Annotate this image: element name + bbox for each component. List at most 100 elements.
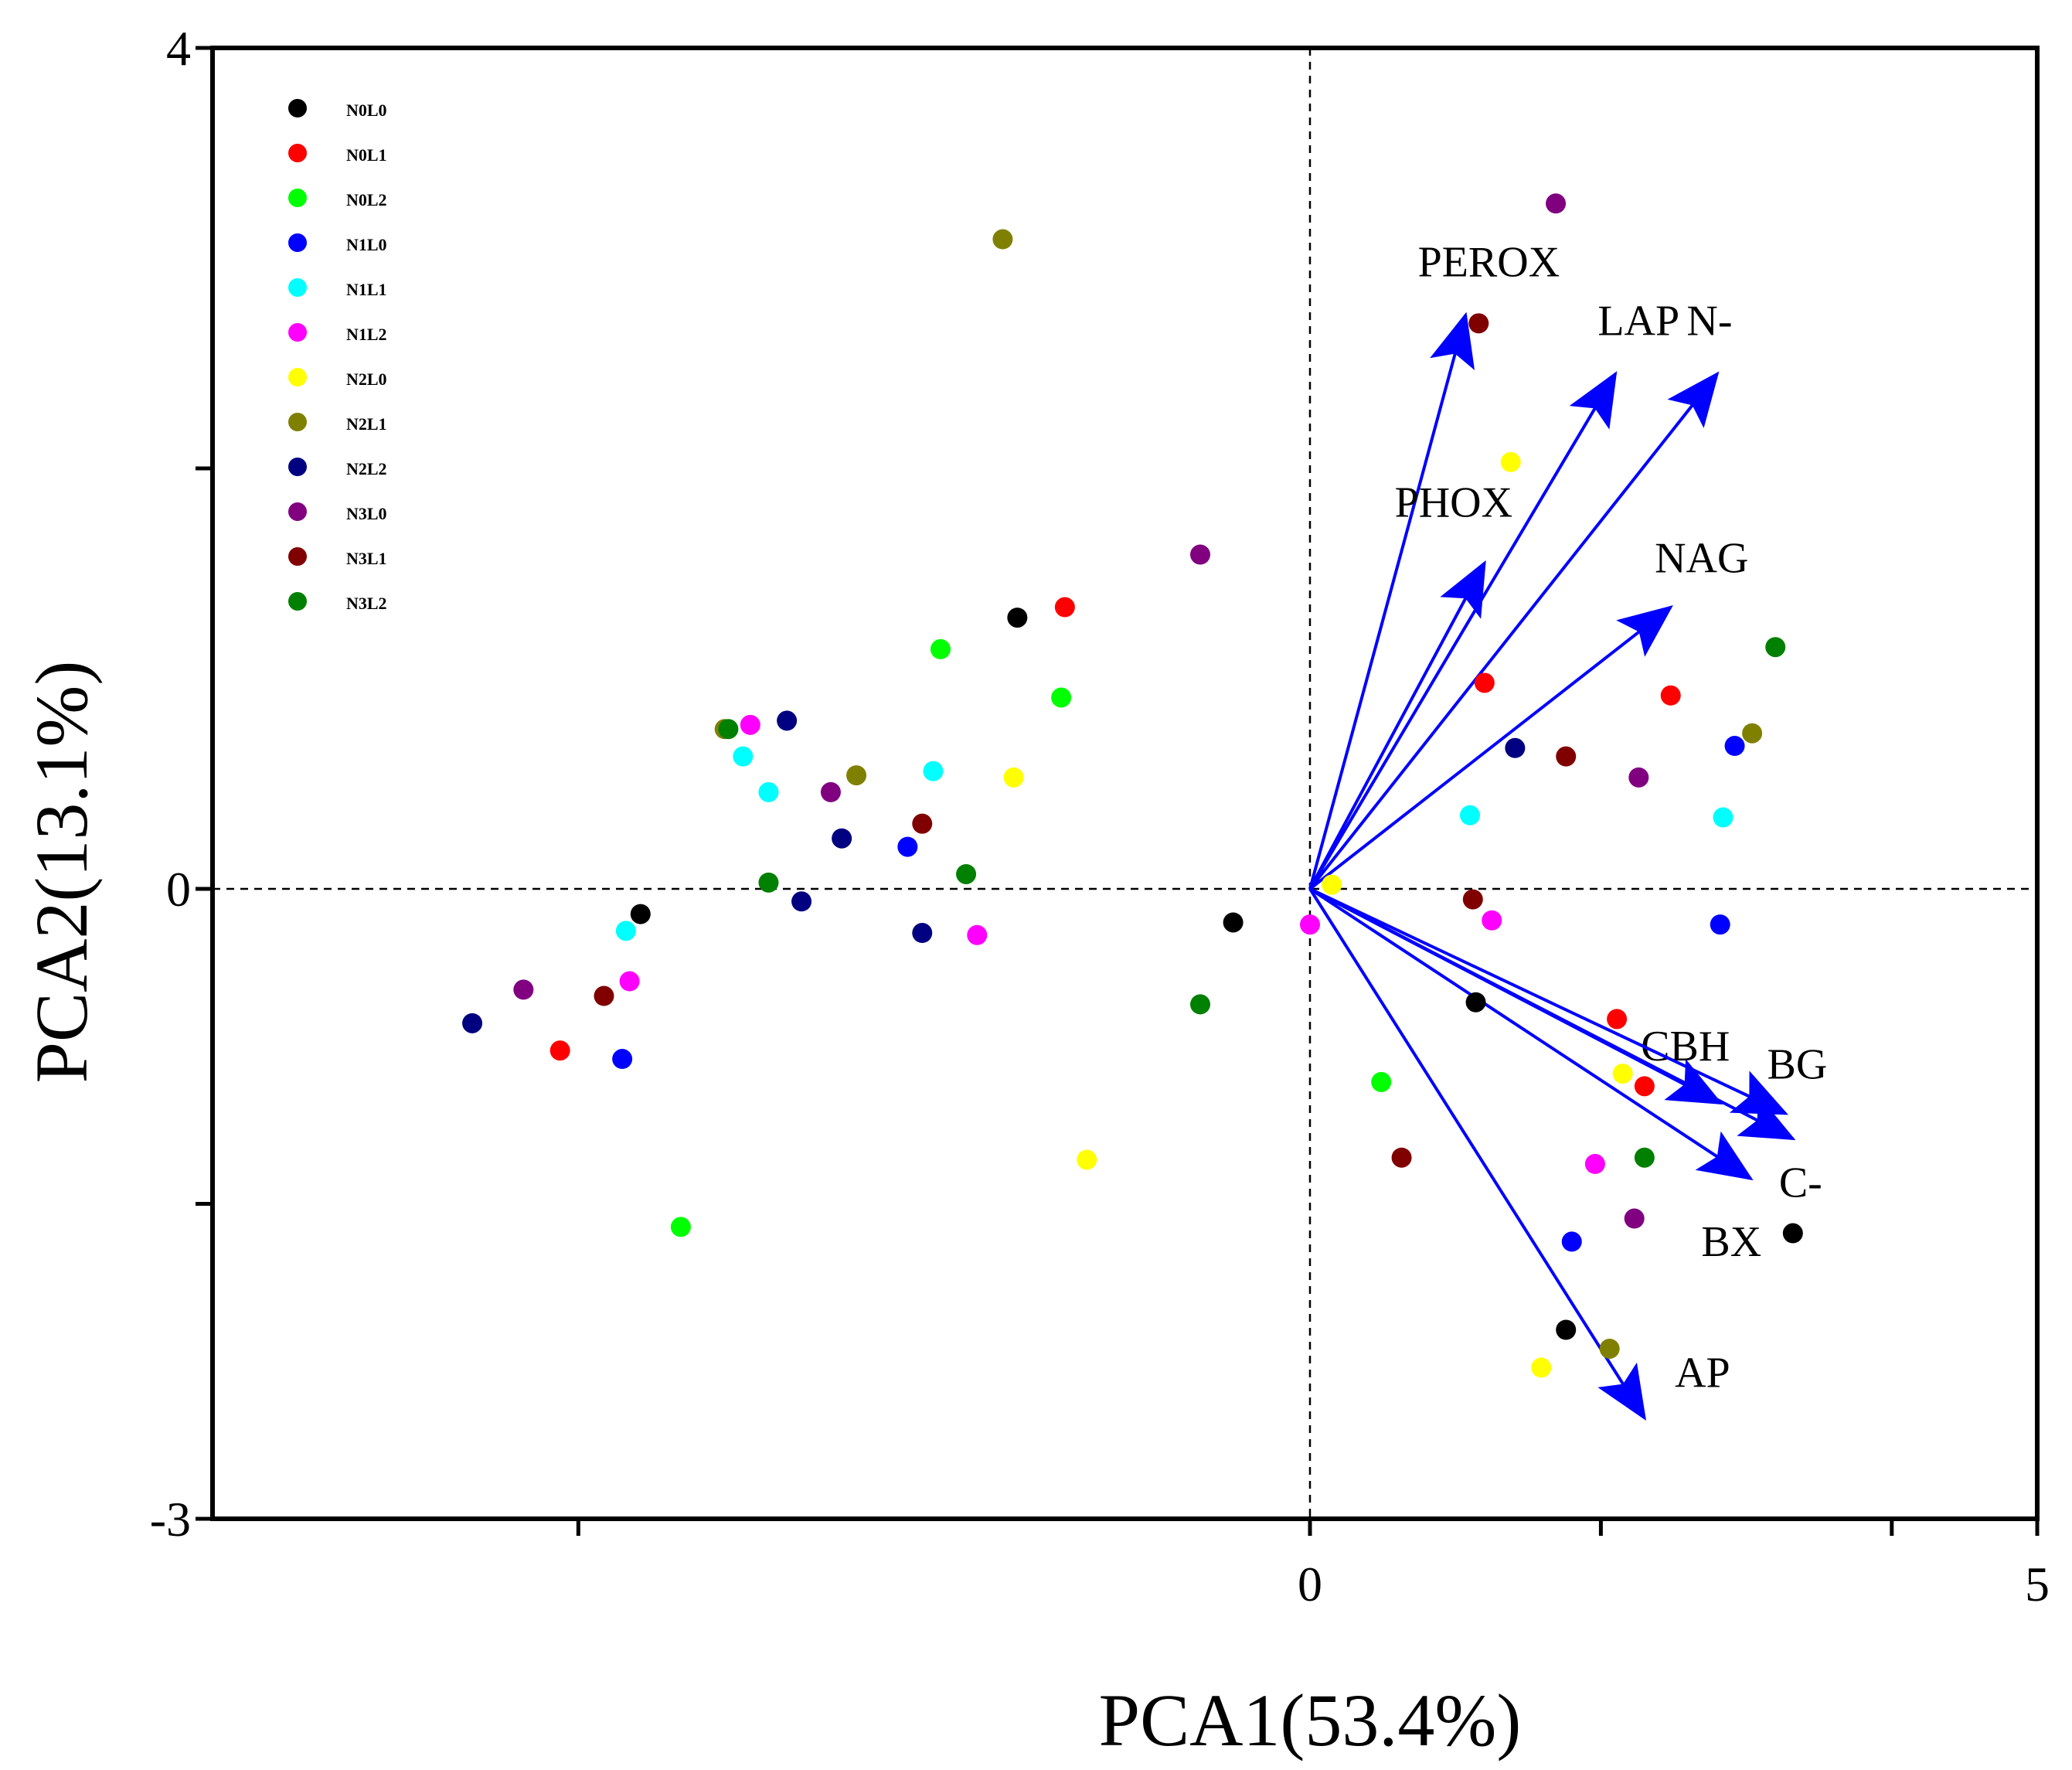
axis-ticks: 0 5 -3 0 4 bbox=[150, 21, 2050, 1612]
point-n2l0 bbox=[1531, 1357, 1552, 1378]
vector-arrow-nminus bbox=[1308, 371, 1720, 890]
point-n3l0 bbox=[1628, 767, 1649, 788]
point-n0l2 bbox=[1051, 687, 1072, 708]
y-tick-label: -3 bbox=[150, 1492, 191, 1547]
point-n1l1 bbox=[1460, 805, 1481, 825]
y-tick-label: 4 bbox=[166, 21, 191, 76]
vector-arrow-cminus bbox=[1309, 887, 1796, 1141]
point-n3l1 bbox=[1391, 1147, 1412, 1168]
legend-label-n0l0: N0L0 bbox=[346, 100, 387, 120]
x-tick-label: 5 bbox=[2025, 1557, 2050, 1612]
point-n1l0 bbox=[897, 836, 918, 857]
point-n0l1 bbox=[1660, 685, 1681, 706]
point-n3l2 bbox=[1765, 637, 1786, 658]
point-n0l0 bbox=[1007, 608, 1028, 628]
legend-marker-n3l0 bbox=[288, 502, 307, 521]
x-tick-label: 0 bbox=[1298, 1557, 1322, 1612]
vector-label-bg: BG bbox=[1767, 1041, 1828, 1089]
legend-marker-n2l1 bbox=[288, 413, 307, 431]
point-n3l2 bbox=[1634, 1147, 1655, 1168]
point-n3l1 bbox=[1556, 746, 1577, 767]
point-n1l0 bbox=[1724, 736, 1745, 757]
point-n2l0 bbox=[1003, 767, 1024, 788]
vector-arrow-ap bbox=[1308, 887, 1646, 1421]
point-n2l2 bbox=[462, 1013, 483, 1033]
legend-marker-n2l0 bbox=[288, 368, 307, 386]
point-n2l0 bbox=[1322, 874, 1342, 895]
point-n0l1 bbox=[1634, 1076, 1655, 1097]
point-n2l2 bbox=[777, 710, 798, 731]
point-n3l2 bbox=[1190, 994, 1210, 1015]
vector-arrow-nag bbox=[1308, 605, 1673, 890]
point-n3l0 bbox=[1624, 1208, 1645, 1229]
vector-label-cminus: C- bbox=[1779, 1159, 1822, 1207]
point-n0l1 bbox=[549, 1040, 570, 1061]
point-n2l2 bbox=[912, 923, 933, 944]
point-n0l0 bbox=[1556, 1319, 1577, 1340]
legend: N0L0 N0L1 N0L2 N1L0 N1L1 N1L2 N2L0 N2L1 N2L2 N3L0… bbox=[288, 99, 387, 613]
point-n1l1 bbox=[1713, 807, 1733, 828]
vector-label-bx: BX bbox=[1701, 1218, 1761, 1266]
vector-arrow-lap bbox=[1308, 371, 1618, 890]
plot-border bbox=[210, 46, 2040, 1521]
vector-arrow-bx bbox=[1308, 887, 1754, 1181]
legend-label-n1l0: N1L0 bbox=[346, 235, 387, 254]
legend-label-n1l1: N1L1 bbox=[346, 280, 387, 299]
point-n0l2 bbox=[670, 1217, 691, 1237]
legend-label-n2l2: N2L2 bbox=[346, 459, 387, 478]
point-n1l0 bbox=[612, 1049, 633, 1070]
point-n2l2 bbox=[791, 891, 812, 912]
point-n0l0 bbox=[1465, 992, 1486, 1013]
point-n1l0 bbox=[1561, 1231, 1582, 1252]
point-n3l0 bbox=[1546, 193, 1567, 214]
vector-label-nminus: N- bbox=[1686, 298, 1732, 345]
legend-marker-n0l2 bbox=[288, 189, 307, 207]
point-n0l0 bbox=[1223, 912, 1244, 933]
point-n1l1 bbox=[615, 921, 636, 941]
vector-label-lap: LAP bbox=[1597, 298, 1679, 345]
point-n3l2 bbox=[758, 872, 779, 893]
legend-marker-n1l2 bbox=[288, 323, 307, 342]
point-n1l2 bbox=[967, 924, 988, 945]
legend-marker-n2l2 bbox=[288, 458, 307, 476]
point-n1l2 bbox=[619, 971, 640, 992]
point-n0l0 bbox=[630, 904, 651, 924]
legend-label-n3l1: N3L1 bbox=[346, 549, 387, 568]
point-n1l2 bbox=[1482, 910, 1502, 931]
point-n3l2 bbox=[718, 719, 739, 740]
legend-label-n3l0: N3L0 bbox=[346, 504, 387, 523]
legend-label-n3l2: N3L2 bbox=[346, 594, 387, 613]
point-n0l2 bbox=[930, 638, 951, 659]
plot-frame bbox=[210, 46, 2040, 1521]
point-n2l0 bbox=[1500, 451, 1521, 472]
point-n0l1 bbox=[1054, 597, 1075, 618]
y-axis-title: PCA2(13.1%) bbox=[20, 661, 103, 1084]
vector-arrow-perox bbox=[1308, 311, 1475, 890]
vector-label-nag: NAG bbox=[1655, 535, 1748, 583]
legend-label-n1l2: N1L2 bbox=[346, 325, 387, 344]
score-points bbox=[462, 193, 1803, 1378]
vector-arrow-phox bbox=[1308, 560, 1486, 890]
point-n2l2 bbox=[832, 828, 852, 849]
legend-label-n0l1: N0L1 bbox=[346, 145, 387, 165]
legend-label-n2l1: N2L1 bbox=[346, 414, 387, 434]
point-n3l0 bbox=[513, 979, 534, 1000]
point-n3l1 bbox=[594, 985, 614, 1006]
point-n2l0 bbox=[1612, 1064, 1633, 1084]
point-n0l2 bbox=[1371, 1071, 1392, 1092]
loading-vectors: PEROX LAP N- PHOX NAG CBH BG C- BX AP bbox=[1308, 238, 1828, 1421]
point-n1l1 bbox=[923, 761, 944, 781]
point-n3l1 bbox=[1468, 313, 1489, 334]
legend-marker-n1l1 bbox=[288, 278, 307, 297]
reference-lines bbox=[213, 48, 2037, 1519]
legend-marker-n3l1 bbox=[288, 547, 307, 566]
point-n3l2 bbox=[956, 863, 977, 884]
vector-arrow-bg bbox=[1309, 887, 1789, 1115]
legend-marker-n0l0 bbox=[288, 99, 307, 117]
legend-marker-n1l0 bbox=[288, 233, 307, 252]
point-n1l1 bbox=[733, 746, 754, 767]
point-n1l1 bbox=[758, 781, 779, 802]
point-n3l1 bbox=[912, 813, 933, 834]
point-n2l1 bbox=[1742, 723, 1763, 744]
